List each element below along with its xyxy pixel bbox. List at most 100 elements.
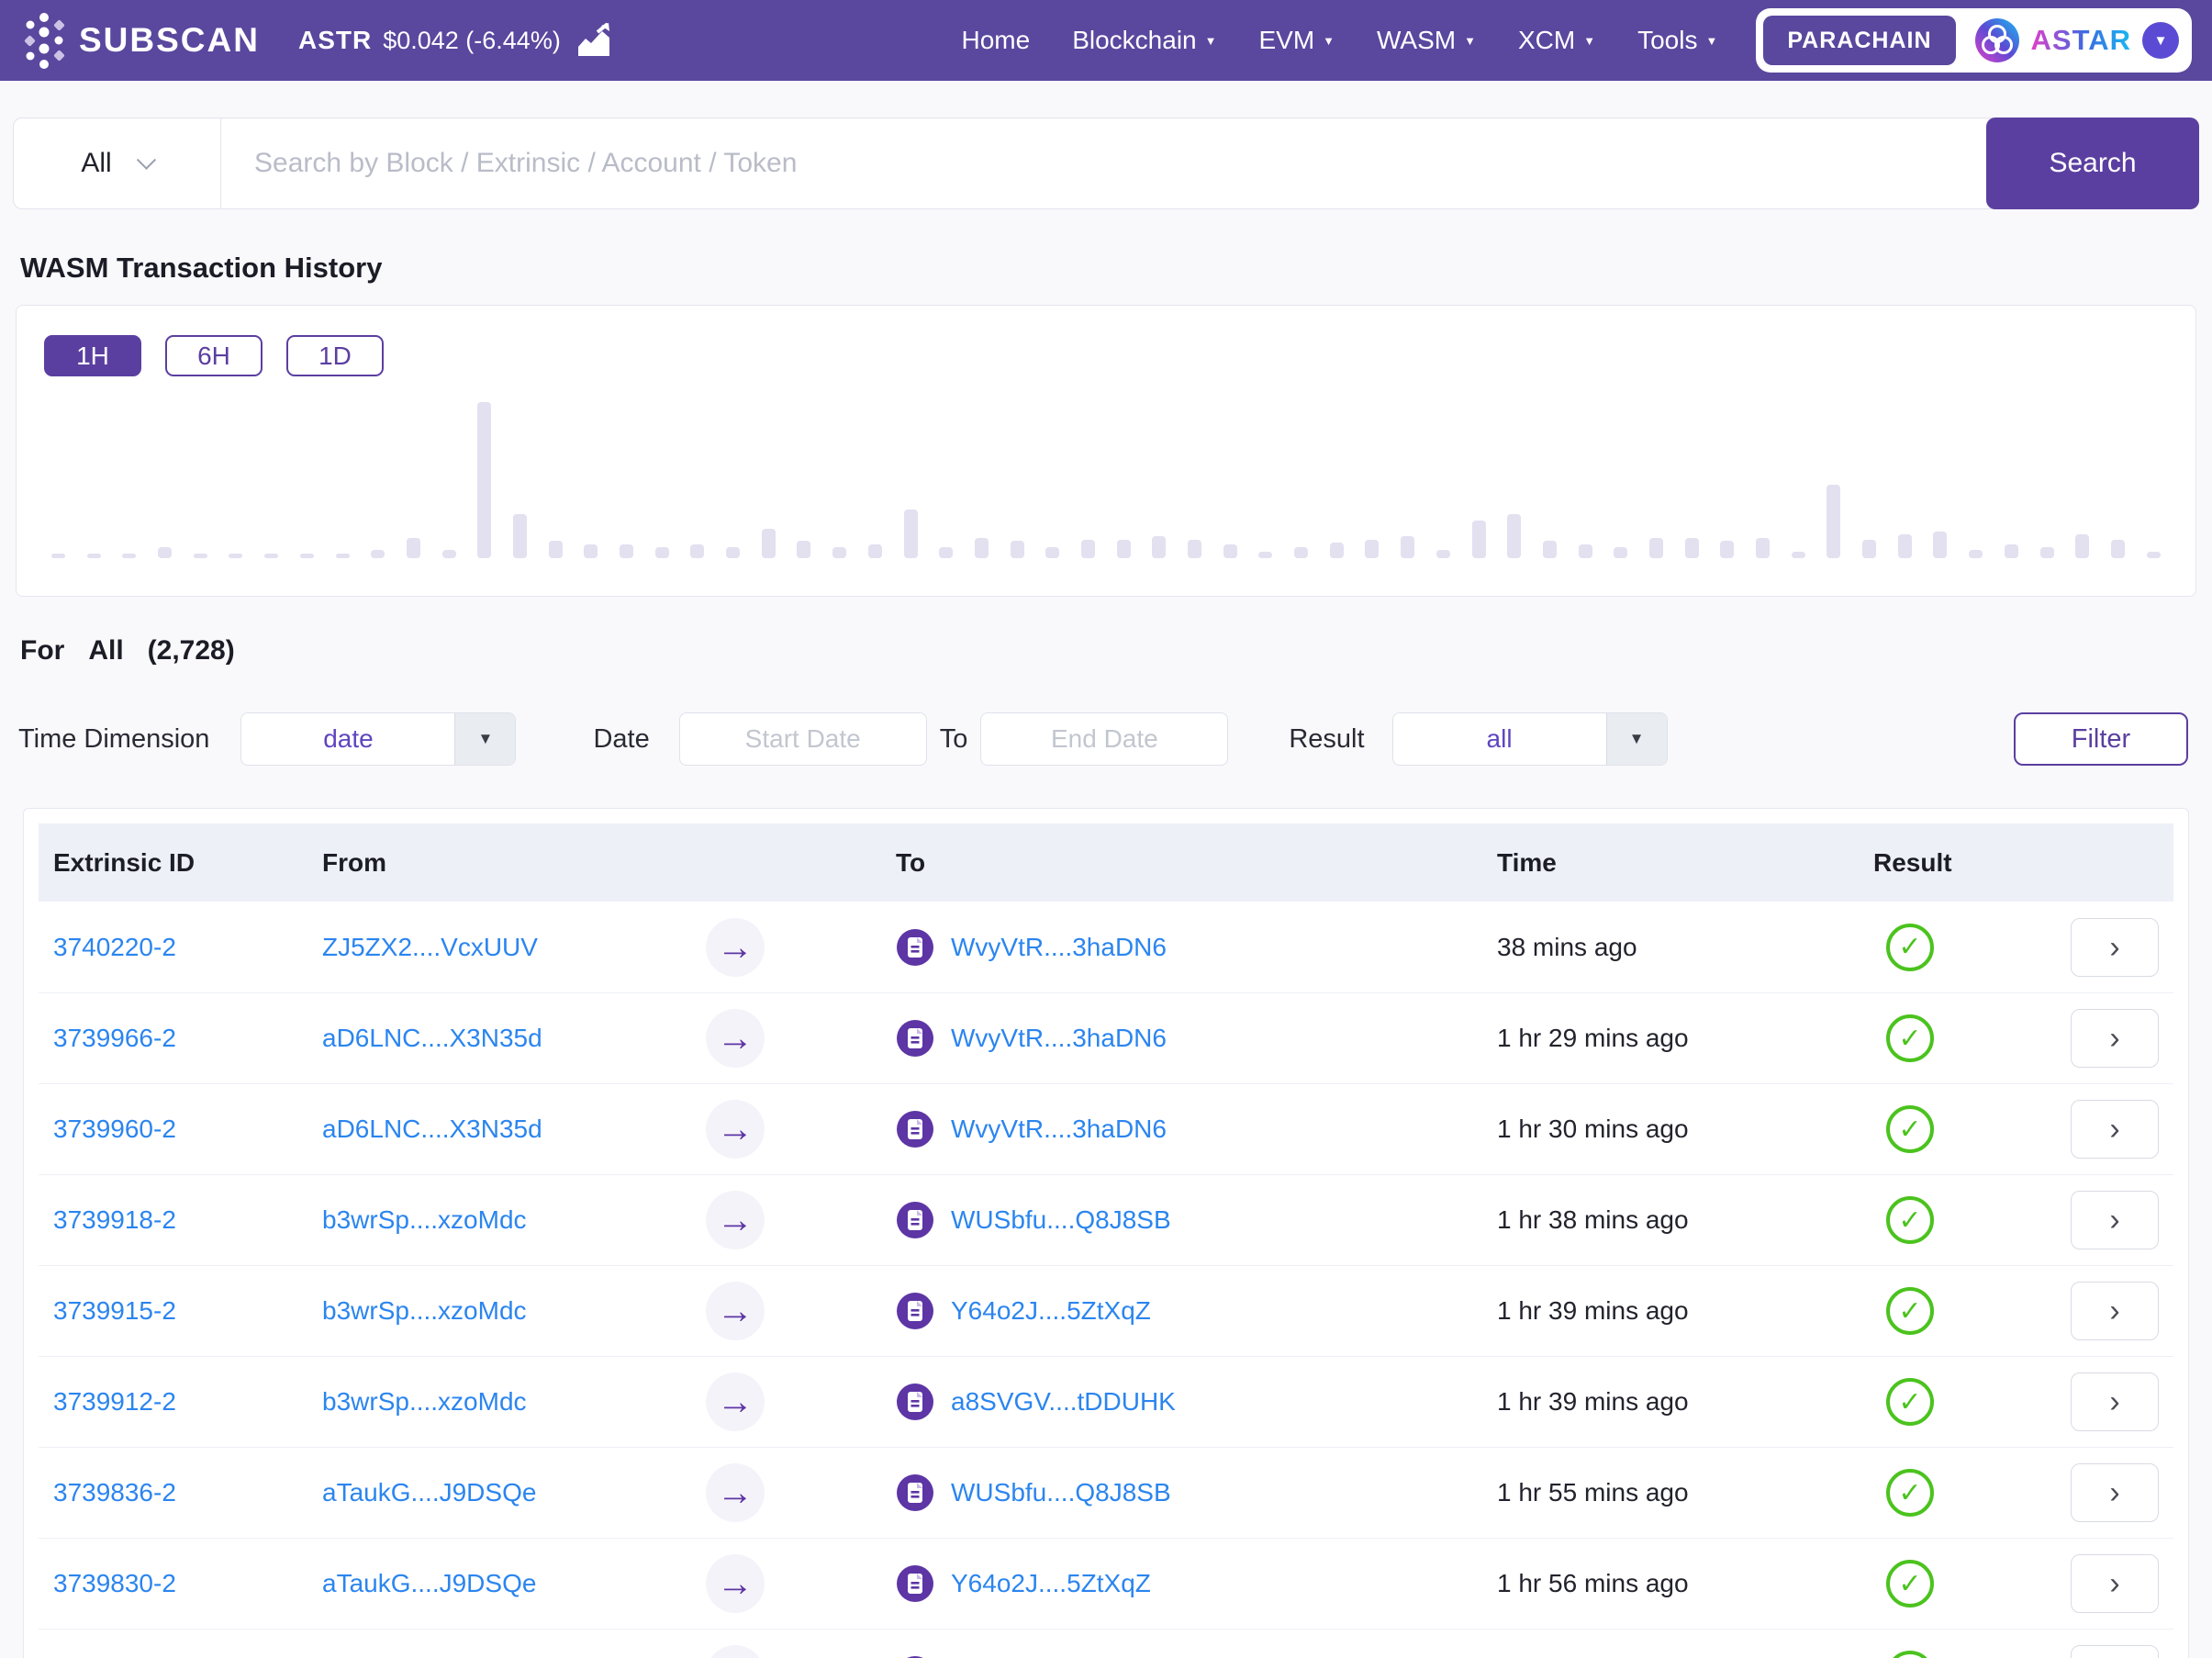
extrinsic-id-link[interactable]: 3739966-2 — [53, 1024, 176, 1052]
row-detail-button[interactable]: › — [2071, 1463, 2159, 1522]
result-summary: For All (2,728) — [20, 635, 2212, 667]
chevron-down-icon — [137, 150, 156, 169]
transfer-arrow-icon: → — [706, 1463, 765, 1522]
to-account-link[interactable]: Y64o2J....5ZtXqZ — [951, 1296, 1151, 1326]
transfer-arrow-icon: → — [706, 918, 765, 977]
parachain-button[interactable]: PARACHAIN — [1763, 16, 1955, 65]
row-time: 1 hr 29 mins ago — [1497, 1024, 1873, 1053]
contract-icon — [896, 1292, 934, 1330]
result-select[interactable]: all ▼ — [1392, 712, 1668, 766]
range-button-1d[interactable]: 1D — [286, 335, 384, 376]
summary-scope: All — [88, 635, 123, 667]
to-account-link[interactable]: WUSbfu....Q8J8SB — [951, 1205, 1171, 1235]
extrinsic-id-link[interactable]: 3739912-2 — [53, 1387, 176, 1416]
from-account-link[interactable]: b3wrSp....xzoMdc — [322, 1296, 527, 1325]
contract-icon — [896, 1383, 934, 1421]
price-chart-icon[interactable] — [575, 23, 612, 58]
search-scope-select[interactable]: All — [14, 118, 221, 208]
row-detail-button[interactable]: › — [2071, 1645, 2159, 1658]
nav-item-home[interactable]: Home — [962, 26, 1031, 55]
chart-bar — [904, 510, 918, 558]
success-check-icon: ✓ — [1886, 1469, 1934, 1517]
row-detail-button[interactable]: › — [2071, 1100, 2159, 1159]
nav-item-evm[interactable]: EVM▼ — [1258, 26, 1335, 55]
from-account-link[interactable]: b3wrSp....xzoMdc — [322, 1205, 527, 1234]
row-detail-button[interactable]: › — [2071, 918, 2159, 977]
row-time: 1 hr 56 mins ago — [1497, 1569, 1873, 1598]
range-button-1h[interactable]: 1H — [44, 335, 141, 376]
table-row: → ✓ › — [39, 1629, 2173, 1658]
search-input[interactable] — [221, 118, 1987, 208]
chart-bar — [1827, 485, 1840, 558]
table-row: 3739836-2 aTaukG....J9DSQe → WUSbfu....Q… — [39, 1447, 2173, 1538]
chart-bar — [336, 554, 350, 558]
success-check-icon: ✓ — [1886, 924, 1934, 971]
from-account-link[interactable]: aD6LNC....X3N35d — [322, 1115, 542, 1143]
nav-item-blockchain[interactable]: Blockchain▼ — [1072, 26, 1216, 55]
token-price: ASTR $0.042 (-6.44%) — [298, 23, 612, 58]
row-time: 1 hr 39 mins ago — [1497, 1296, 1873, 1326]
to-account-link[interactable]: WvyVtR....3haDN6 — [951, 933, 1167, 962]
chart-bar — [1685, 538, 1699, 558]
start-date-input[interactable] — [679, 712, 927, 766]
from-account-link[interactable]: aD6LNC....X3N35d — [322, 1024, 542, 1052]
chart-card: 1H 6H 1D — [16, 305, 2196, 597]
to-account-link[interactable]: WvyVtR....3haDN6 — [951, 1115, 1167, 1144]
extrinsic-id-link[interactable]: 3739830-2 — [53, 1569, 176, 1597]
extrinsic-id-link[interactable]: 3739836-2 — [53, 1478, 176, 1507]
from-account-link[interactable]: aTaukG....J9DSQe — [322, 1569, 536, 1597]
nav-item-xcm[interactable]: XCM▼ — [1518, 26, 1595, 55]
transfer-arrow-icon: → — [706, 1100, 765, 1159]
row-detail-button[interactable]: › — [2071, 1191, 2159, 1249]
result-label: Result — [1289, 724, 1364, 755]
transfer-arrow-icon: → — [706, 1191, 765, 1249]
from-account-link[interactable]: ZJ5ZX2....VcxUUV — [322, 933, 538, 961]
from-account-link[interactable]: aTaukG....J9DSQe — [322, 1478, 536, 1507]
from-account-link[interactable]: b3wrSp....xzoMdc — [322, 1387, 527, 1416]
range-button-6h[interactable]: 6H — [165, 335, 263, 376]
time-dimension-select[interactable]: date ▼ — [240, 712, 516, 766]
extrinsic-id-link[interactable]: 3740220-2 — [53, 933, 176, 961]
network-dropdown[interactable]: ASTAR ▼ — [1974, 17, 2183, 63]
to-account-link[interactable]: Y64o2J....5ZtXqZ — [951, 1569, 1151, 1598]
dropdown-arrow-icon: ▼ — [454, 713, 515, 765]
chart-bar — [975, 538, 989, 558]
chart-bar — [87, 554, 101, 558]
success-check-icon: ✓ — [1886, 1560, 1934, 1608]
table-row: 3739966-2 aD6LNC....X3N35d → WvyVtR....3… — [39, 992, 2173, 1083]
transactions-table: Extrinsic ID From To Time Result 3740220… — [23, 808, 2189, 1658]
row-detail-button[interactable]: › — [2071, 1009, 2159, 1068]
row-detail-button[interactable]: › — [2071, 1282, 2159, 1340]
subscan-logo[interactable]: SUBSCAN — [20, 12, 260, 69]
table-row: 3739915-2 b3wrSp....xzoMdc → Y64o2J....5… — [39, 1265, 2173, 1356]
nav-item-wasm[interactable]: WASM▼ — [1377, 26, 1476, 55]
chart-bar — [2005, 544, 2018, 558]
to-account-link[interactable]: WvyVtR....3haDN6 — [951, 1024, 1167, 1053]
chart-bar — [1472, 521, 1486, 558]
row-time: 1 hr 55 mins ago — [1497, 1478, 1873, 1507]
chart-bar — [442, 550, 456, 558]
end-date-input[interactable] — [980, 712, 1228, 766]
chart-bar — [690, 544, 704, 558]
chevron-down-icon: ▼ — [1583, 35, 1595, 47]
network-chevron-down-icon[interactable]: ▼ — [2142, 22, 2179, 59]
chart-bar — [1258, 552, 1272, 558]
to-account-link[interactable]: a8SVGV....tDDUHK — [951, 1387, 1176, 1417]
extrinsic-id-link[interactable]: 3739915-2 — [53, 1296, 176, 1325]
filter-button[interactable]: Filter — [2014, 712, 2188, 766]
to-account-link[interactable]: WUSbfu....Q8J8SB — [951, 1478, 1171, 1507]
row-detail-button[interactable]: › — [2071, 1554, 2159, 1613]
extrinsic-id-link[interactable]: 3739960-2 — [53, 1115, 176, 1143]
extrinsic-id-link[interactable]: 3739918-2 — [53, 1205, 176, 1234]
chart-bar — [1933, 532, 1947, 558]
success-check-icon: ✓ — [1886, 1378, 1934, 1426]
contract-icon — [896, 928, 934, 967]
row-detail-button[interactable]: › — [2071, 1372, 2159, 1431]
search-button[interactable]: Search — [1986, 118, 2199, 209]
chart-bar — [1579, 544, 1592, 558]
time-dimension-label: Time Dimension — [18, 724, 209, 755]
search-bar: All Search — [13, 118, 2199, 209]
chart-bar — [1081, 540, 1095, 558]
chart-bar — [1152, 536, 1166, 558]
nav-item-tools[interactable]: Tools▼ — [1637, 26, 1717, 55]
